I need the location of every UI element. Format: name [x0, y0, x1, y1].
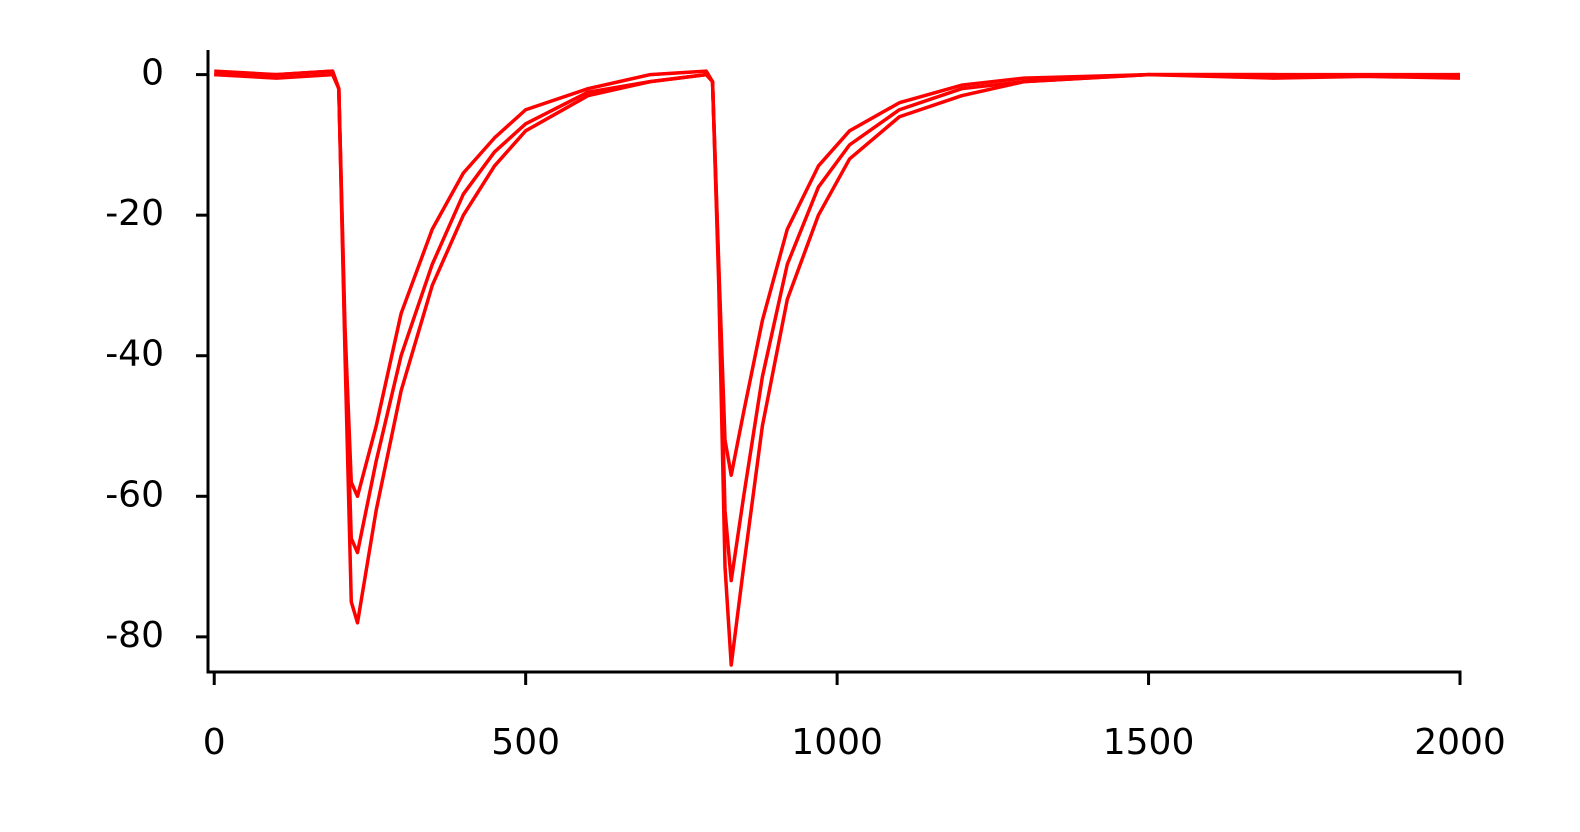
y-tick-label: -40: [105, 334, 164, 375]
trace: [214, 69, 1461, 499]
y-tick-label: -60: [105, 474, 164, 515]
x-tick-label: 500: [491, 722, 560, 763]
y-tick-label: 0: [141, 53, 164, 94]
y-tick-label: -80: [105, 615, 164, 656]
x-tick-label: 2000: [1414, 722, 1506, 763]
trace: [214, 72, 1461, 583]
x-tick-label: 1500: [1103, 722, 1195, 763]
y-tick-label: -20: [105, 193, 164, 234]
x-tick-label: 1000: [791, 722, 883, 763]
x-tick-label: 0: [203, 722, 226, 763]
